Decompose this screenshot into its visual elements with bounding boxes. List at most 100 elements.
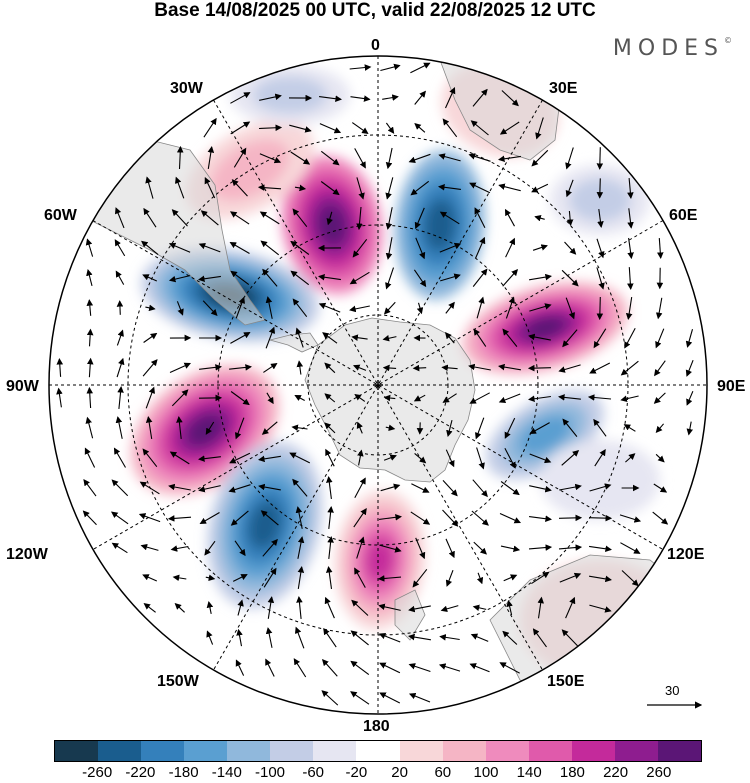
wind-arrow	[289, 452, 311, 464]
wind-arrow	[356, 536, 365, 559]
wind-arrow	[145, 304, 156, 312]
wind-arrow	[587, 394, 612, 401]
wind-arrow	[318, 273, 341, 281]
wind-arrow	[414, 90, 426, 105]
wind-arrow	[319, 123, 342, 134]
wind-arrow	[528, 333, 551, 341]
wind-arrow	[559, 572, 582, 583]
wind-arrow	[620, 542, 641, 554]
colorbar-tick-label: 100	[473, 764, 499, 781]
lon-label-30e: 30E	[549, 80, 578, 97]
wind-arrow	[142, 274, 158, 282]
wind-arrow	[356, 206, 363, 231]
colorbar-tick-label: 60	[434, 764, 452, 781]
wind-arrow	[501, 90, 519, 107]
wind-arrow	[350, 691, 370, 705]
wind-arrow	[323, 627, 337, 648]
wind-arrow	[561, 269, 579, 287]
wind-arrow	[558, 394, 581, 401]
wind-arrow	[502, 630, 518, 645]
wind-arrow	[627, 267, 634, 290]
wind-arrow	[593, 328, 607, 349]
colorbar-tick-label: 180	[559, 764, 585, 781]
wind-arrow	[258, 455, 281, 463]
wind-arrow	[442, 118, 458, 138]
wind-arrow	[167, 515, 192, 522]
colorbar-ticks: -260 -220 -180 -140 -100 -60 -20 20 60 100 140 180 2…	[54, 764, 702, 782]
wind-arrow	[627, 178, 634, 199]
wind-arrow	[354, 477, 366, 498]
wind-arrow	[380, 63, 401, 72]
colorbar-tick-label: 260	[646, 764, 672, 781]
wind-arrow	[352, 364, 367, 371]
wind-arrow	[500, 481, 520, 496]
wind-arrow	[382, 335, 397, 342]
wind-arrow	[289, 124, 312, 133]
wind-arrow	[408, 692, 431, 703]
wind-arrow	[438, 663, 461, 672]
new-zealand	[394, 589, 426, 641]
wind-arrow	[203, 117, 217, 138]
wind-arrow	[439, 634, 460, 641]
wind-arrow	[294, 626, 305, 649]
wind-arrow	[326, 211, 333, 226]
colorbar-swatch	[141, 741, 185, 761]
wind-arrow	[349, 271, 370, 285]
wind-arrow	[593, 418, 607, 437]
wind-arrow	[116, 300, 124, 315]
wind-arrow	[266, 392, 274, 405]
wind-arrow	[205, 574, 216, 582]
wind-arrow	[558, 514, 583, 522]
wind-arrow	[415, 537, 426, 560]
wind-arrow	[472, 479, 488, 498]
wind-arrow	[235, 659, 245, 676]
wind-arrow	[566, 210, 574, 227]
wind-arrow	[378, 603, 401, 611]
colorbar-swatch	[184, 741, 228, 761]
wind-arrow	[379, 692, 401, 704]
wind-arrow	[469, 392, 490, 404]
wind-arrow	[292, 478, 308, 497]
wind-arrow	[445, 449, 455, 468]
lon-label-60e: 60E	[669, 207, 698, 224]
lon-label-150e: 150E	[547, 673, 585, 690]
wind-arrow	[138, 513, 161, 523]
wind-arrow	[412, 568, 428, 588]
wind-arrow	[476, 572, 484, 585]
wind-arrow	[321, 658, 338, 677]
wind-arrow	[86, 299, 94, 316]
wind-arrow	[354, 393, 366, 402]
brand-mark: ©	[724, 36, 732, 45]
wind-arrow	[116, 329, 124, 346]
wind-arrow	[498, 183, 521, 192]
wind-arrow	[473, 328, 487, 347]
wind-arrow	[379, 662, 401, 674]
wind-arrow	[198, 242, 221, 253]
colorbar-tick-label: -140	[211, 764, 242, 781]
wind-arrow	[322, 332, 338, 344]
wind-arrow	[326, 476, 333, 499]
wind-arrow	[529, 515, 552, 522]
wind-arrow	[168, 483, 191, 491]
wind-arrow	[441, 364, 458, 372]
wind-arrow	[408, 605, 431, 613]
wind-arrow	[627, 237, 634, 260]
brand-text: MODES	[612, 36, 724, 61]
wind-arrow	[261, 421, 278, 435]
wind-arrow	[230, 121, 251, 135]
wind-arrow	[142, 574, 158, 582]
wind-arrow	[624, 328, 636, 349]
wind-arrow	[413, 394, 426, 402]
wind-arrow	[383, 301, 396, 315]
wind-arrow	[471, 510, 489, 526]
wind-arrow	[377, 575, 402, 582]
wind-arrow	[354, 567, 366, 588]
wind-arrow	[504, 417, 516, 439]
wind-arrow	[205, 421, 215, 435]
wind-arrow	[382, 364, 397, 372]
wind-arrow	[350, 660, 370, 676]
colorbar-swatch	[442, 741, 486, 761]
wind-arrow	[532, 628, 547, 648]
lon-label-0: 0	[371, 37, 380, 54]
wind-arrow	[294, 394, 305, 401]
